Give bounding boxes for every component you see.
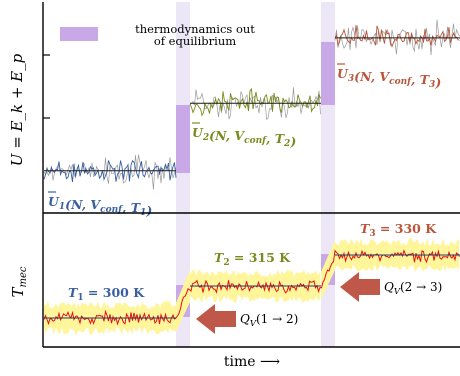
heat-label-args: (1 → 2) (256, 312, 298, 326)
heat-label-args: (2 → 3) (400, 280, 442, 294)
temp-label-sub: 3 (369, 229, 375, 239)
top-series-group (43, 19, 460, 190)
phase-label-part: conf (244, 136, 268, 146)
heat-arrow-1-shape (196, 304, 236, 334)
temp-label-1: T1 = 300 K (68, 285, 145, 303)
phase-label-1-text: U1(N, Vconf, T1) (48, 194, 152, 218)
phase-label-part: U (337, 66, 349, 81)
phase-label-part: (N, V (209, 128, 245, 143)
heat-label-sub: V (250, 319, 257, 329)
phase-label-1: U1(N, Vconf, T1) (48, 191, 152, 218)
phase-label-3-text: U3(N, Vconf, T3) (337, 66, 441, 90)
phase-label-part: 1 (59, 202, 65, 212)
top-panel: thermodynamics out of equilibrium U1(N, … (8, 2, 460, 218)
phase-label-part: ) (145, 203, 152, 218)
phase-label-part: U (48, 194, 60, 209)
phase-label-part: 2 (283, 139, 290, 149)
phase-label-part: , T (265, 131, 286, 146)
bottom-ylabel-symbol: T (9, 287, 27, 298)
heat-arrow-2-label: QV(2 → 3) (384, 280, 442, 297)
phase-label-part: (N, V (354, 69, 390, 84)
temp-label-value: = 300 K (84, 285, 146, 300)
top-series-3-gray (334, 19, 460, 56)
bottom-ylabel: Tmec (9, 266, 29, 297)
temp-label-value: = 315 K (230, 250, 292, 265)
heat-arrow-2: QV(2 → 3) (340, 272, 442, 302)
phase-label-2-text: U2(N, Vconf, T2) (192, 125, 296, 149)
temp-envelope-transition-1 (176, 270, 190, 332)
temp-label-2: T2 = 315 K (214, 250, 291, 268)
legend-swatch (60, 27, 98, 41)
phase-label-2: U2(N, Vconf, T2) (192, 122, 296, 149)
temp-label-3: T3 = 330 K (360, 221, 437, 239)
phase-label-part: U (192, 125, 204, 140)
top-series-1-line (43, 160, 177, 183)
top-ylabel: U = E_k + E_p (8, 53, 26, 166)
legend-text-line1: thermodynamics out (135, 22, 255, 36)
step-block-1-2 (176, 105, 190, 173)
temp-label-sub: 2 (223, 258, 229, 268)
phase-label-3: U3(N, Vconf, T3) (337, 63, 441, 90)
phase-label-part: conf (100, 205, 124, 215)
legend-text-line2: of equilibrium (154, 34, 236, 48)
phase-label-part: (N, V (65, 197, 101, 212)
heat-arrow-2-shape (340, 272, 380, 302)
temp-label-symbol: T (360, 221, 371, 236)
xlabel: time ⟶ (224, 354, 280, 370)
phase-label-part: 2 (202, 133, 209, 143)
noneq-band-1 (176, 2, 190, 347)
temp-label-sub: 1 (77, 293, 83, 303)
heat-arrow-1: QV(1 → 2) (196, 304, 298, 334)
step-block-2-3 (321, 42, 335, 105)
phase-label-part: ) (434, 75, 441, 90)
temp-series-line (43, 249, 460, 326)
bottom-ylabel-sub: mec (18, 266, 29, 287)
heat-label-symbol: Q (240, 312, 250, 326)
heat-label-symbol: Q (384, 280, 394, 294)
phase-label-part: ) (289, 134, 296, 149)
top-series-2-line (189, 88, 321, 117)
bottom-series-group (43, 238, 460, 335)
temp-label-value: = 330 K (376, 221, 438, 236)
phase-label-part: 3 (429, 80, 435, 90)
phase-label-part: , T (410, 72, 431, 87)
bottom-panel: QV(1 → 2) QV(2 → 3) T1 = 300 K T2 = 315 … (9, 213, 460, 348)
phase-label-part: 3 (348, 74, 354, 84)
phase-label-part: conf (389, 77, 413, 87)
temp-label-symbol: T (214, 250, 225, 265)
heat-label-sub: V (394, 287, 401, 297)
phase-label-part: , T (121, 200, 142, 215)
temp-label-symbol: T (68, 285, 79, 300)
heat-arrow-1-label: QV(1 → 2) (240, 312, 298, 329)
